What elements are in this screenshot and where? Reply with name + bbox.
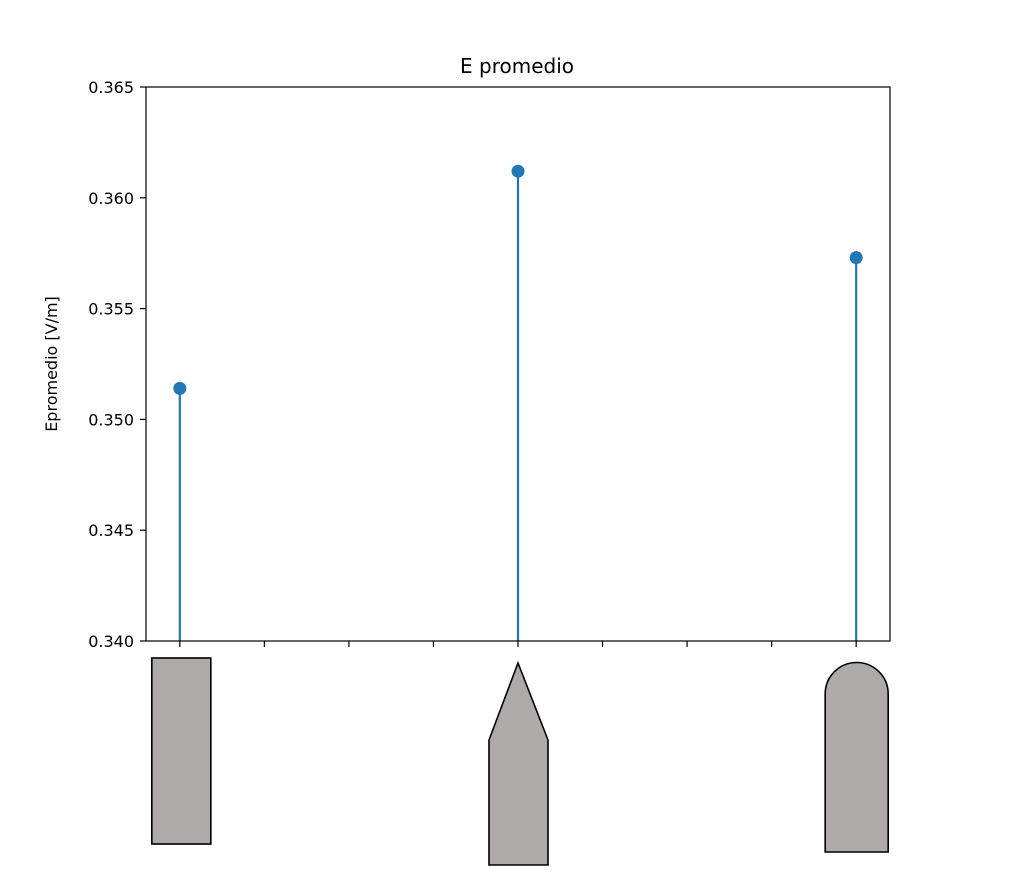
stem-marker [511, 164, 525, 178]
y-tick-label: 0.360 [88, 189, 134, 208]
stem-marker [173, 381, 187, 395]
y-axis-ticks: 0.340 0.345 0.350 0.355 0.360 0.365 [88, 78, 146, 651]
y-tick-label: 0.345 [88, 521, 134, 540]
stem-marker [849, 251, 863, 265]
stem-series [173, 164, 863, 641]
chart-title: E promedio [460, 54, 574, 78]
y-axis-label: Epromedio [V/m] [42, 296, 61, 432]
y-tick-label: 0.340 [88, 632, 134, 651]
y-tick-label: 0.350 [88, 410, 134, 429]
electrode-shapes [151, 657, 889, 866]
plot-area-frame [145, 86, 891, 642]
y-tick-label: 0.365 [88, 78, 134, 97]
y-tick-label: 0.355 [88, 300, 134, 319]
flat-electrode-shape [151, 657, 212, 845]
pointed-electrode-shape [488, 660, 549, 866]
x-axis-ticks [179, 641, 857, 647]
rounded-electrode-shape [824, 661, 889, 853]
